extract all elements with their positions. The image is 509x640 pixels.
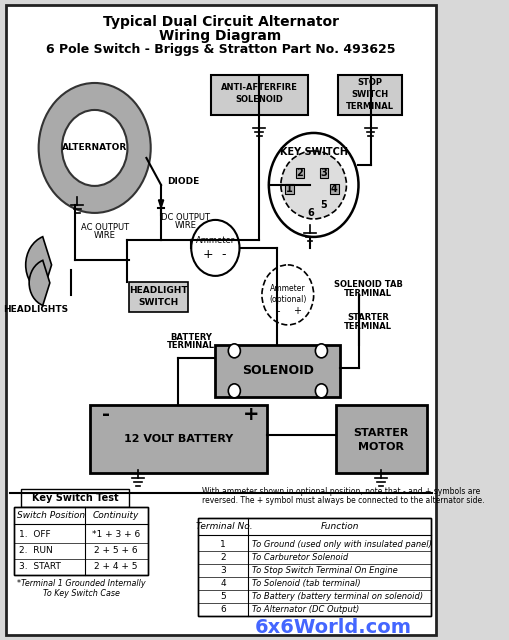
Text: *Terminal 1 Grounded Internally: *Terminal 1 Grounded Internally xyxy=(17,579,146,588)
FancyBboxPatch shape xyxy=(296,168,304,178)
Wedge shape xyxy=(29,260,50,305)
Text: +: + xyxy=(293,306,301,316)
Text: TERMINAL: TERMINAL xyxy=(344,289,392,298)
Text: 3: 3 xyxy=(220,566,226,575)
Text: STARTER: STARTER xyxy=(354,428,409,438)
Text: To Ground (used only with insulated panel): To Ground (used only with insulated pane… xyxy=(251,540,432,549)
Text: 2: 2 xyxy=(220,553,226,563)
Text: Switch Position: Switch Position xyxy=(17,511,85,520)
Text: HEADLIGHTS: HEADLIGHTS xyxy=(4,305,69,314)
Text: To Key Switch Case: To Key Switch Case xyxy=(43,589,120,598)
FancyBboxPatch shape xyxy=(129,282,188,312)
Text: BATTERY: BATTERY xyxy=(171,333,212,342)
Text: SOLENOID: SOLENOID xyxy=(235,95,284,104)
FancyBboxPatch shape xyxy=(198,518,431,616)
Text: 1: 1 xyxy=(286,184,293,194)
Text: -: - xyxy=(102,405,110,424)
Text: WIRE: WIRE xyxy=(174,221,196,230)
Text: 1: 1 xyxy=(220,540,226,549)
Text: Typical Dual Circuit Alternator: Typical Dual Circuit Alternator xyxy=(102,15,338,29)
FancyBboxPatch shape xyxy=(215,345,341,397)
Text: reversed. The + symbol must always be connected to the alternator side.: reversed. The + symbol must always be co… xyxy=(203,496,485,506)
Text: 2 + 4 + 5: 2 + 4 + 5 xyxy=(95,563,138,572)
FancyBboxPatch shape xyxy=(6,5,436,635)
Circle shape xyxy=(316,384,327,398)
Text: 6: 6 xyxy=(220,605,226,614)
Text: 2 + 5 + 6: 2 + 5 + 6 xyxy=(94,547,138,556)
Text: (optional): (optional) xyxy=(269,296,306,305)
Text: Ammeter: Ammeter xyxy=(270,284,305,293)
Text: +: + xyxy=(202,248,213,261)
Text: *1 + 3 + 6: *1 + 3 + 6 xyxy=(92,531,140,540)
Text: To Solenoid (tab terminal): To Solenoid (tab terminal) xyxy=(251,579,360,588)
Text: To Stop Switch Terminal On Engine: To Stop Switch Terminal On Engine xyxy=(251,566,398,575)
Text: 3: 3 xyxy=(321,168,327,178)
Circle shape xyxy=(269,133,358,237)
Text: -: - xyxy=(221,248,225,261)
Text: To Battery (battery terminal on solenoid): To Battery (battery terminal on solenoid… xyxy=(251,592,422,601)
Text: To Alternator (DC Output): To Alternator (DC Output) xyxy=(251,605,359,614)
FancyBboxPatch shape xyxy=(330,184,338,194)
Text: 4: 4 xyxy=(331,184,338,194)
Text: With ammeter shown in optional position, note that - and + symbols are: With ammeter shown in optional position,… xyxy=(203,487,480,496)
Text: 4: 4 xyxy=(220,579,226,588)
Text: Function: Function xyxy=(321,522,360,531)
Text: 6x6World.com: 6x6World.com xyxy=(255,618,412,637)
Text: KEY SWITCH: KEY SWITCH xyxy=(279,147,348,157)
FancyBboxPatch shape xyxy=(320,168,328,178)
FancyBboxPatch shape xyxy=(336,405,427,473)
FancyBboxPatch shape xyxy=(211,75,307,115)
Circle shape xyxy=(229,344,240,358)
Circle shape xyxy=(62,110,127,186)
FancyBboxPatch shape xyxy=(14,507,148,575)
Text: Terminal No.: Terminal No. xyxy=(195,522,252,531)
Text: 6: 6 xyxy=(308,208,315,218)
Circle shape xyxy=(39,83,151,213)
FancyBboxPatch shape xyxy=(21,489,129,507)
Text: ANTI-AFTERFIRE: ANTI-AFTERFIRE xyxy=(221,83,298,92)
Text: HEADLIGHT: HEADLIGHT xyxy=(129,286,188,296)
FancyBboxPatch shape xyxy=(91,405,267,473)
Text: STOP: STOP xyxy=(358,79,383,88)
Wedge shape xyxy=(25,237,51,293)
Text: TERMINAL: TERMINAL xyxy=(344,323,392,332)
Text: Wiring Diagram: Wiring Diagram xyxy=(159,29,281,43)
Text: SWITCH: SWITCH xyxy=(138,298,179,307)
Text: Ammeter: Ammeter xyxy=(196,236,235,245)
Text: To Carburetor Solenoid: To Carburetor Solenoid xyxy=(251,553,348,563)
Text: 12 VOLT BATTERY: 12 VOLT BATTERY xyxy=(124,434,233,444)
Text: TERMINAL: TERMINAL xyxy=(167,341,215,350)
Text: -: - xyxy=(276,306,280,316)
Text: Continuity: Continuity xyxy=(93,511,139,520)
Text: 5: 5 xyxy=(321,200,327,210)
Text: 2: 2 xyxy=(297,168,303,178)
Circle shape xyxy=(229,384,240,398)
Text: WIRE: WIRE xyxy=(94,232,116,241)
Text: 5: 5 xyxy=(220,592,226,601)
Text: MOTOR: MOTOR xyxy=(358,442,404,452)
Text: STARTER: STARTER xyxy=(347,314,389,323)
FancyBboxPatch shape xyxy=(338,75,403,115)
Text: 6 Pole Switch - Briggs & Stratton Part No. 493625: 6 Pole Switch - Briggs & Stratton Part N… xyxy=(46,44,395,56)
Text: 3.  START: 3. START xyxy=(19,563,61,572)
Circle shape xyxy=(262,265,314,325)
Text: AC OUTPUT: AC OUTPUT xyxy=(81,223,129,232)
Text: Key Switch Test: Key Switch Test xyxy=(32,493,118,503)
Text: SWITCH: SWITCH xyxy=(352,90,389,99)
Text: SOLENOID TAB: SOLENOID TAB xyxy=(333,280,403,289)
Circle shape xyxy=(316,344,327,358)
Text: 2.  RUN: 2. RUN xyxy=(19,547,52,556)
Text: SOLENOID: SOLENOID xyxy=(242,364,314,378)
Text: 1.  OFF: 1. OFF xyxy=(19,531,50,540)
Ellipse shape xyxy=(281,151,347,219)
Text: DC OUTPUT: DC OUTPUT xyxy=(161,213,210,223)
Text: DIODE: DIODE xyxy=(167,177,200,186)
Text: +: + xyxy=(243,405,260,424)
Text: TERMINAL: TERMINAL xyxy=(346,102,394,111)
Circle shape xyxy=(191,220,240,276)
Text: ALTERNATOR: ALTERNATOR xyxy=(62,143,127,152)
FancyBboxPatch shape xyxy=(285,184,294,194)
Polygon shape xyxy=(158,200,164,208)
